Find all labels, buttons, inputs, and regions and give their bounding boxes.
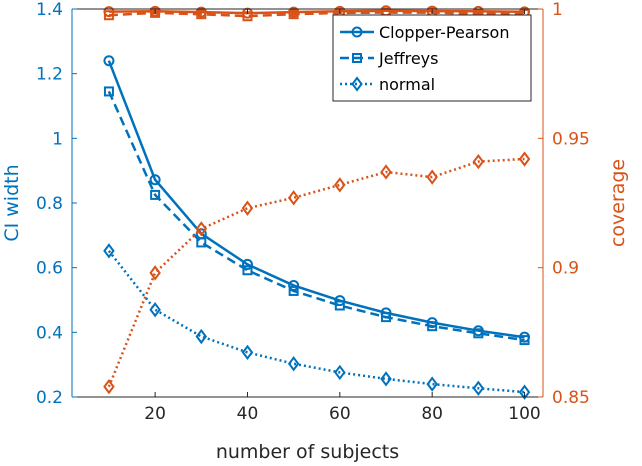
axes-layer: 20 40 60 80 100 0.2 0.4 0.6 0.8 1 1.2 1.4 0.85 0.9 0.9… (36, 0, 590, 424)
legend-label: Clopper-Pearson (379, 23, 509, 42)
series-layer (103, 5, 531, 400)
data-point-diamond (241, 344, 254, 361)
series-line (107, 60, 525, 339)
y-left-tick-label: 1.2 (36, 65, 63, 85)
data-point-square (519, 335, 530, 346)
data-point-diamond (518, 151, 531, 167)
y-right-axis-title: coverage (607, 159, 629, 247)
x-tick-label: 80 (421, 404, 443, 424)
data-point-diamond (241, 200, 254, 216)
data-point-square (427, 321, 438, 332)
series-normal-left (103, 243, 531, 400)
data-point-circle (103, 55, 115, 67)
y-right-tick-label: 0.95 (552, 129, 590, 149)
data-point-diamond (380, 164, 392, 180)
x-tick-label: 60 (329, 404, 351, 424)
data-point-square (150, 189, 161, 200)
data-point-diamond (287, 356, 300, 372)
data-point-square (103, 10, 114, 21)
data-point-diamond (149, 302, 161, 318)
data-point-diamond (334, 177, 346, 193)
y-right-tick-label: 0.85 (552, 388, 590, 408)
data-point-diamond (518, 384, 531, 400)
data-point-diamond (426, 169, 438, 185)
data-point-square (473, 328, 484, 339)
data-point-diamond (103, 243, 115, 259)
data-point-diamond (334, 364, 346, 381)
data-point-diamond (287, 190, 300, 206)
data-point-diamond (195, 221, 208, 237)
x-tick-label: 100 (508, 404, 540, 424)
series-line (107, 157, 525, 388)
legend-item: normal (340, 75, 435, 94)
data-point-square (242, 265, 253, 276)
data-point-diamond (472, 380, 485, 396)
series-jeffreys-left (103, 86, 530, 346)
data-point-square (288, 285, 299, 296)
data-point-square (334, 300, 345, 311)
legend-item: Clopper-Pearson (340, 23, 509, 42)
y-left-tick-label: 1 (52, 129, 63, 149)
y-right-tick-label: 0.9 (552, 259, 579, 279)
legend-item: Jeffreys (340, 49, 438, 68)
x-tick-label: 20 (144, 404, 166, 424)
y-left-tick-label: 0.8 (36, 194, 63, 214)
y-left-tick-label: 0.2 (36, 388, 63, 408)
series-line (107, 90, 525, 342)
data-point-square (196, 9, 207, 20)
legend-marker-circle (351, 26, 363, 38)
data-point-diamond (472, 153, 485, 170)
data-point-diamond (103, 378, 115, 395)
data-point-diamond (149, 265, 161, 281)
legend-label: normal (379, 75, 435, 94)
y-left-tick-label: 1.4 (36, 0, 63, 20)
data-point-diamond (380, 371, 392, 387)
x-tick-label: 40 (237, 404, 259, 424)
series-line (107, 250, 525, 394)
legend-marker-diamond (351, 76, 363, 92)
data-point-square (196, 237, 207, 248)
data-point-diamond (195, 328, 208, 345)
data-point-circle (149, 174, 161, 186)
legend: Clopper-Pearson Jeffreys normal (332, 14, 532, 102)
y-left-tick-label: 0.4 (36, 323, 63, 343)
y-right-tick-label: 1 (552, 0, 563, 20)
data-point-square (288, 9, 299, 20)
y-left-tick-label: 0.6 (36, 259, 63, 279)
data-point-diamond (426, 376, 438, 392)
data-point-square (381, 312, 391, 323)
legend-marker-square (352, 53, 362, 63)
data-point-square (103, 86, 114, 97)
legend-label: Jeffreys (378, 49, 438, 68)
y-left-axis-title: CI width (1, 164, 23, 241)
legend-box (332, 14, 532, 102)
x-axis-title: number of subjects (216, 441, 399, 463)
series-coverage-diamond-right (103, 151, 531, 395)
series-line (108, 9, 525, 15)
